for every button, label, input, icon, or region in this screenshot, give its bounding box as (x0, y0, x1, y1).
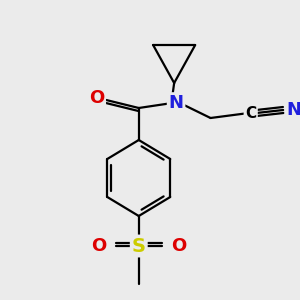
Text: N: N (169, 94, 184, 112)
Text: O: O (91, 237, 106, 255)
Text: C: C (245, 106, 256, 121)
Text: O: O (171, 237, 187, 255)
Text: S: S (132, 236, 146, 256)
Text: O: O (89, 89, 104, 107)
Text: N: N (286, 101, 300, 119)
